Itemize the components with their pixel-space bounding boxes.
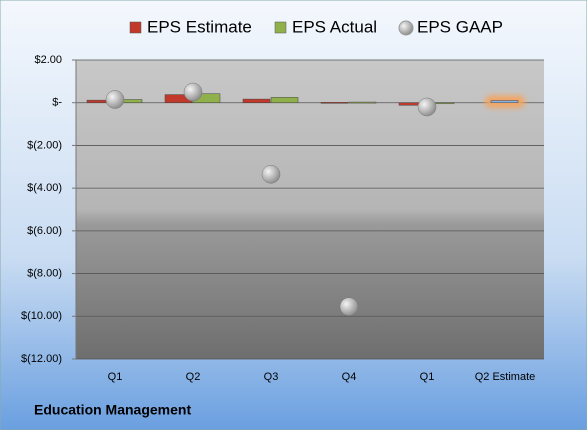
y-tick-label: $(6.00) (27, 225, 62, 237)
y-tick-label: $2.00 (34, 54, 62, 66)
x-tick-label: Q4 (342, 371, 357, 383)
bar (270, 97, 299, 103)
point (183, 82, 203, 102)
x-tick-label: Q1 (108, 371, 123, 383)
y-tick-label: $(8.00) (27, 267, 62, 279)
bar (348, 101, 377, 104)
y-tick-label: $(4.00) (27, 182, 62, 194)
legend-swatch (274, 21, 287, 34)
y-tick-label: $(10.00) (21, 310, 62, 322)
bar (490, 100, 519, 103)
chart-title: Education Management (34, 402, 191, 418)
legend-swatch (129, 21, 142, 34)
point (417, 97, 437, 117)
y-tick-label: $(12.00) (21, 353, 62, 365)
legend-swatch (398, 20, 414, 36)
y-tick-label: $(2.00) (27, 139, 62, 151)
legend-label: EPS Estimate (147, 17, 252, 36)
point (339, 297, 359, 316)
x-tick-label: Q1 (420, 371, 435, 383)
legend-label: EPS GAAP (417, 17, 503, 36)
y-tick-label: $- (52, 97, 62, 109)
x-tick-label: Q2 Estimate (475, 371, 536, 383)
plot-area (76, 60, 544, 359)
bar (242, 98, 271, 103)
point (105, 90, 125, 109)
legend-label: EPS Actual (292, 17, 377, 36)
point (261, 165, 281, 184)
x-tick-label: Q2 (186, 371, 201, 383)
x-tick-label: Q3 (264, 371, 279, 383)
bar (320, 102, 349, 104)
